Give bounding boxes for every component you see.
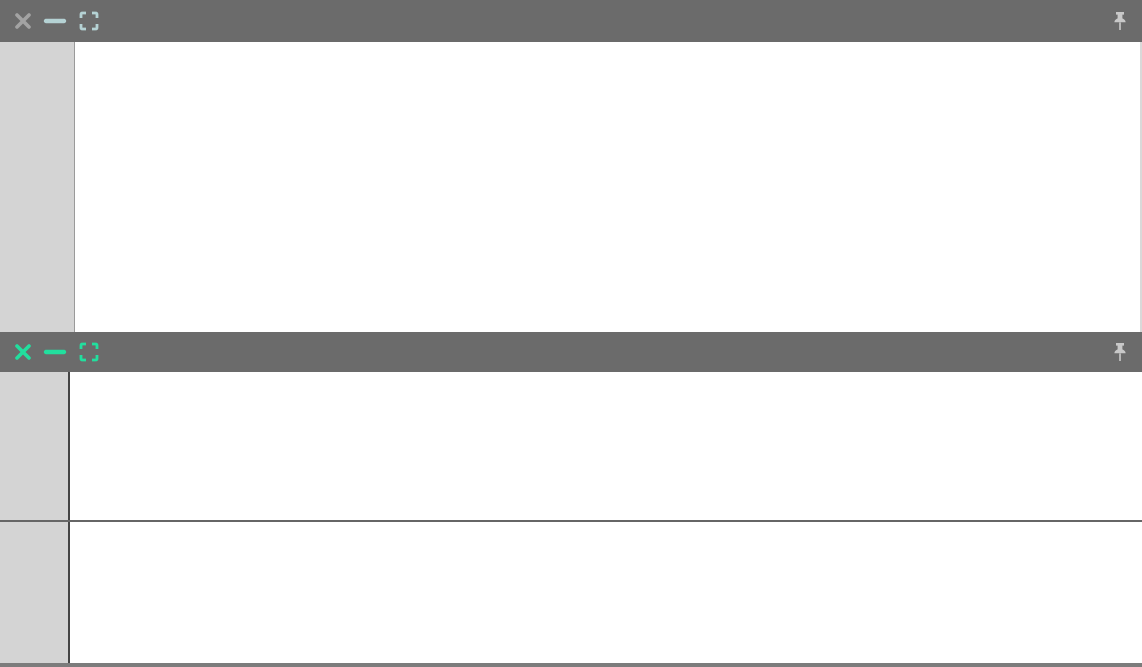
maximize-icon[interactable] <box>77 340 101 364</box>
tier-divider <box>0 520 1142 522</box>
minimize-icon[interactable] <box>43 11 67 31</box>
alignment-tiers <box>0 372 1142 663</box>
pin-icon[interactable] <box>1110 10 1130 32</box>
alignment-bottom-border <box>0 663 1142 667</box>
maximize-icon[interactable] <box>77 9 101 33</box>
minimize-icon[interactable] <box>43 342 67 362</box>
waveform-y-axis <box>0 42 75 332</box>
close-icon[interactable] <box>13 342 33 362</box>
alignment-sidebar <box>0 372 70 663</box>
waveform-plot[interactable] <box>75 42 1142 332</box>
pin-icon[interactable] <box>1110 341 1130 363</box>
waveform-panel-titlebar[interactable] <box>0 0 1142 42</box>
alignment-panel-titlebar[interactable] <box>0 332 1142 372</box>
close-icon[interactable] <box>13 11 33 31</box>
waveform-svg <box>75 42 1142 332</box>
